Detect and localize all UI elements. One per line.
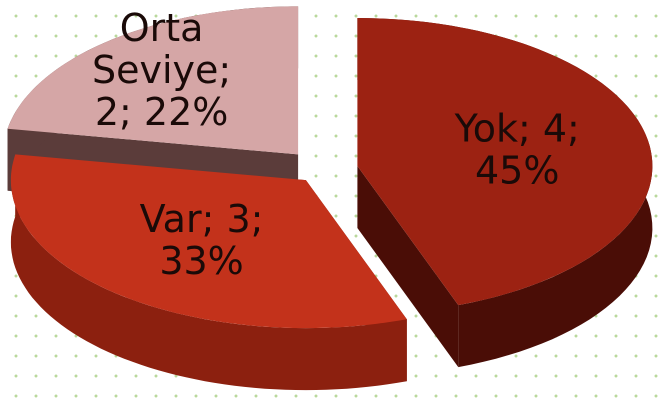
slice [7, 6, 299, 155]
slice [10, 154, 407, 329]
data-label-line: Var; 3; [140, 197, 264, 241]
data-label-line: 2; 22% [95, 90, 229, 134]
slice [357, 18, 653, 306]
data-label: Yok; 4; 45% [454, 106, 580, 192]
data-label-line: 45% [475, 148, 559, 192]
data-label: Orta Seviye; 2; 22% [92, 6, 231, 134]
data-label-line: Seviye; [92, 48, 231, 92]
data-label-line: 33% [159, 239, 243, 283]
data-label-line: Yok; 4; [454, 106, 580, 150]
data-label-line: Orta [120, 6, 204, 50]
data-label: Var; 3; 33% [140, 197, 264, 283]
slice-cut-face [357, 166, 459, 368]
slice-side [10, 154, 407, 391]
